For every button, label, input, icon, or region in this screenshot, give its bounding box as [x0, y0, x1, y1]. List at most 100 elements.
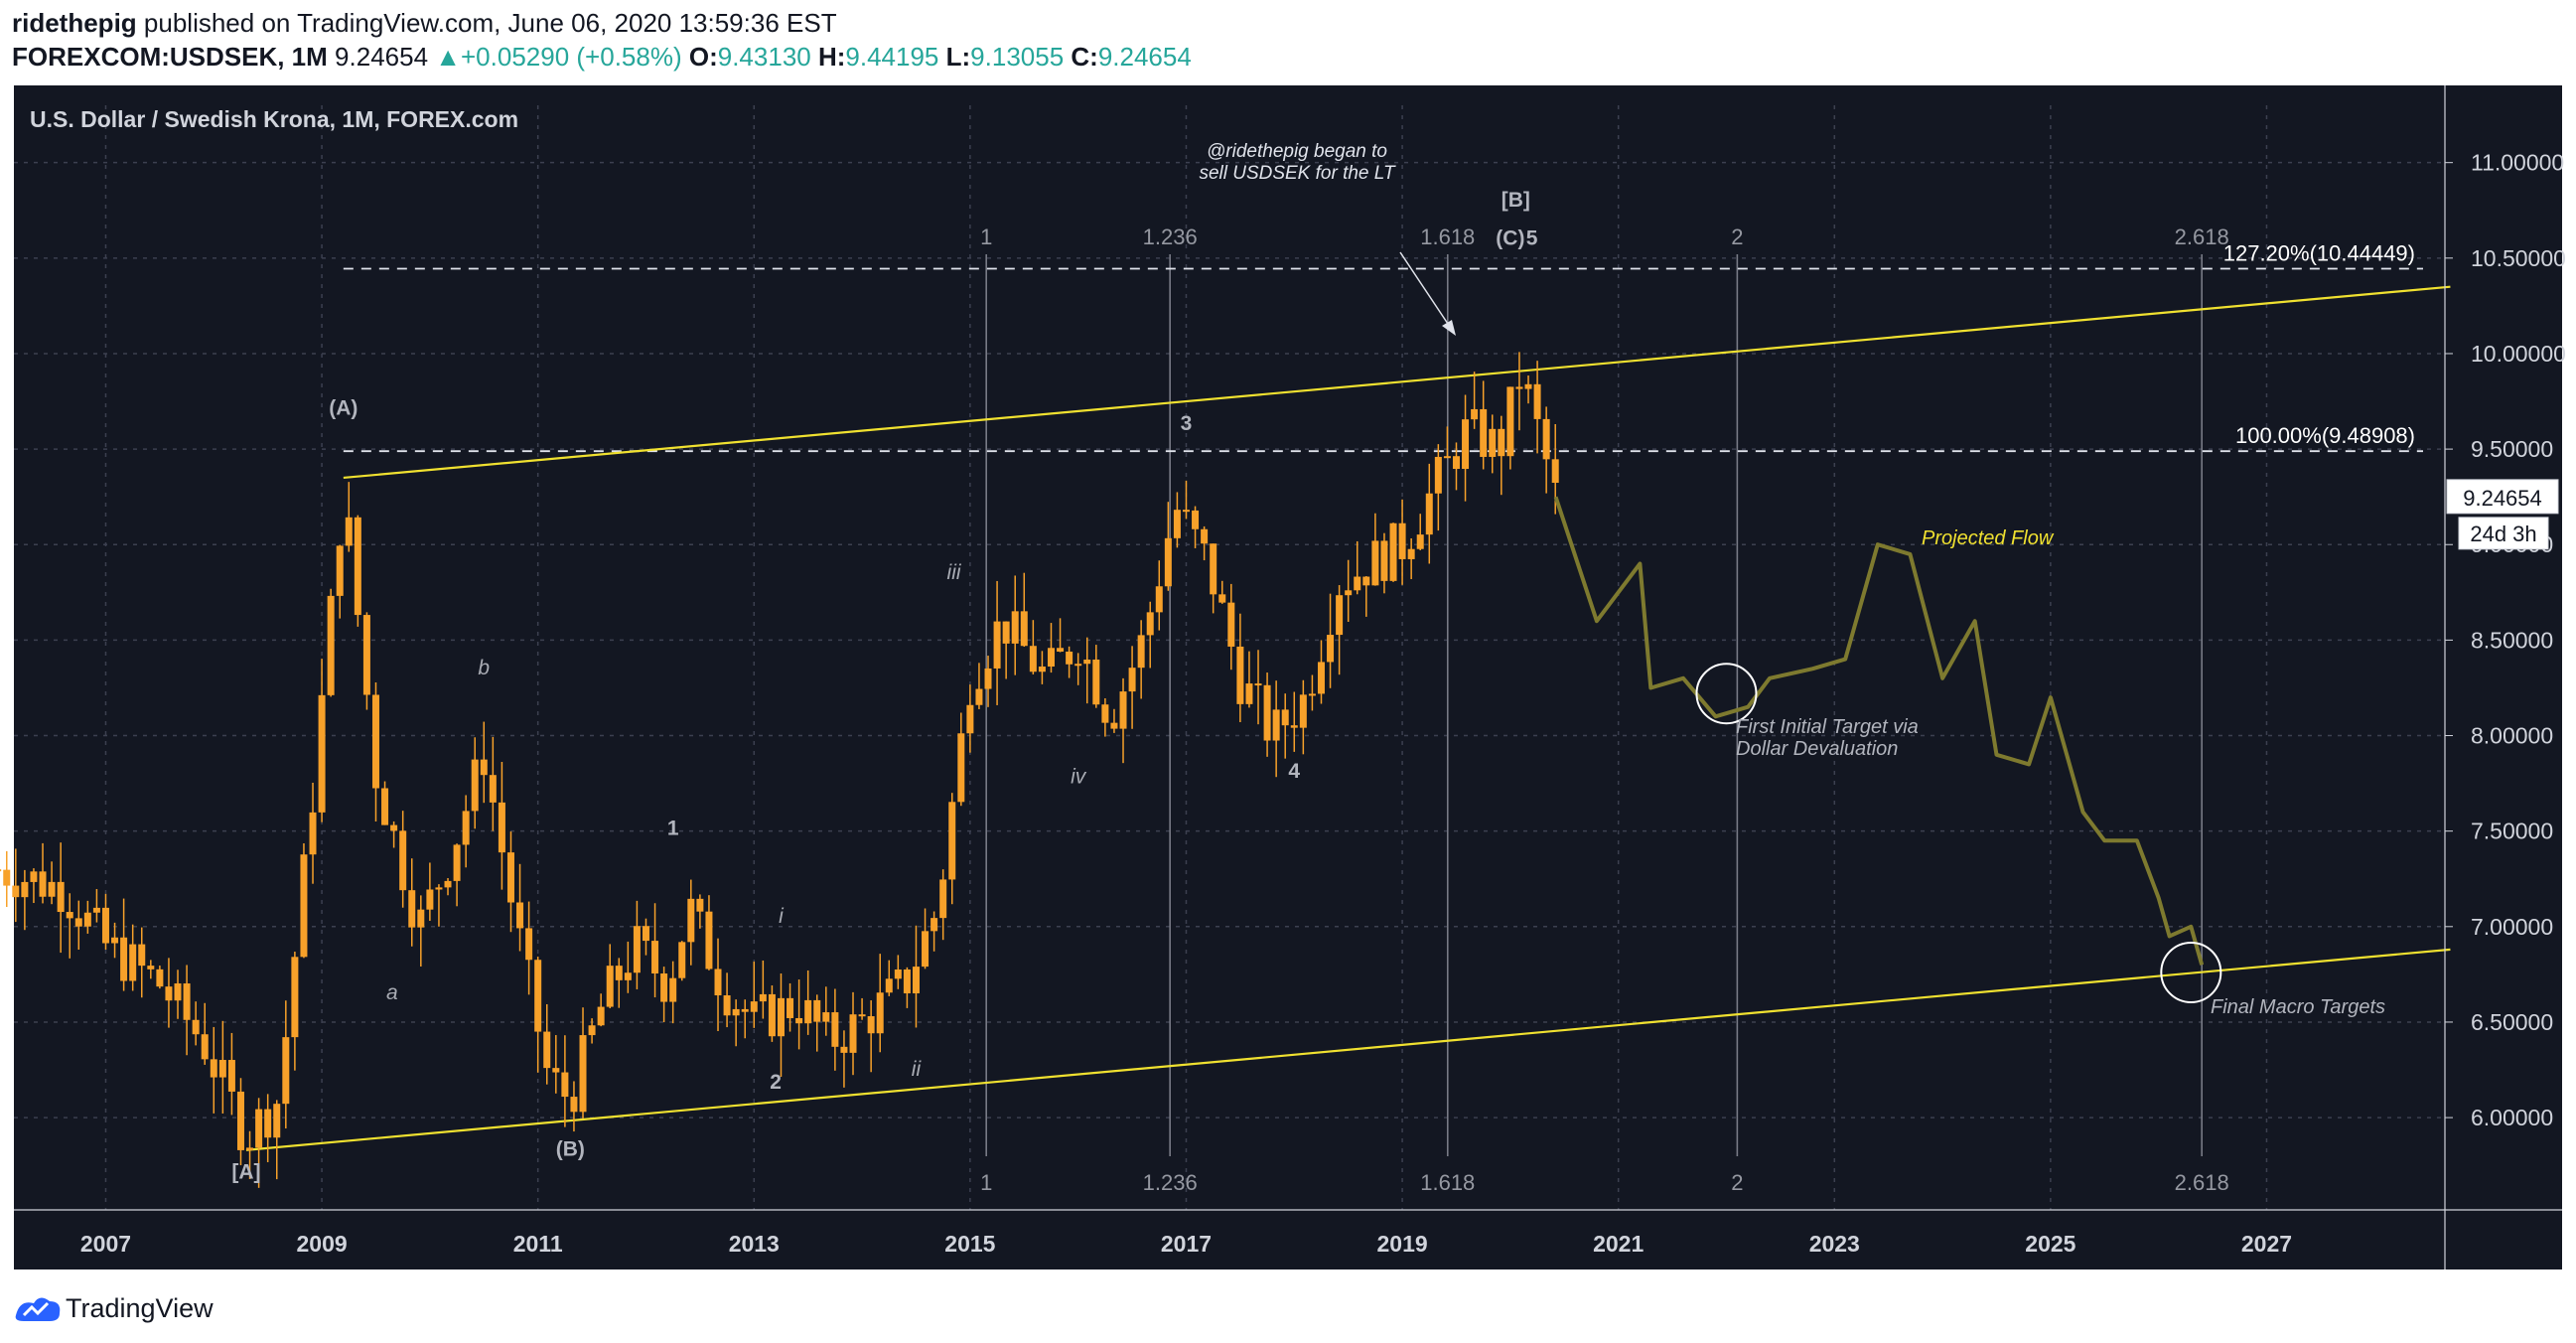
candle-body — [129, 944, 137, 981]
candle-body — [1489, 428, 1497, 457]
candle-body — [579, 1035, 587, 1113]
candle-body — [885, 978, 893, 993]
y-tick-label: 8.50000 — [2471, 627, 2553, 653]
annotation-final-target: Final Macro Targets — [2211, 996, 2385, 1018]
candle-body — [858, 1014, 866, 1017]
candle-body — [1272, 709, 1280, 741]
candle-body — [543, 1031, 551, 1069]
wave-label: ii — [912, 1058, 923, 1081]
candle-body — [570, 1097, 578, 1113]
fib-time-label-bottom: 2 — [1731, 1170, 1743, 1195]
candle-body — [768, 993, 776, 1037]
candle-body — [345, 517, 353, 546]
candle-body — [30, 871, 38, 882]
wave-label: 2 — [770, 1071, 782, 1094]
wave-label: (C) — [1496, 226, 1524, 249]
candle-body — [993, 621, 1001, 669]
candle-body — [903, 969, 911, 994]
candle-body — [930, 918, 938, 932]
open-label: O: — [688, 42, 718, 72]
price-chart[interactable]: 1 1 1.236 1.236 1.618 1.618 2 2 2.618 2.618 127.2… — [0, 85, 2576, 1269]
candle-body — [462, 811, 470, 845]
x-tick-label: 2011 — [513, 1231, 563, 1257]
candle-body — [813, 999, 821, 1022]
candle-body — [444, 880, 452, 888]
candle-body — [138, 944, 146, 967]
wave-label: (A) — [329, 396, 358, 419]
x-tick-label: 2009 — [296, 1231, 347, 1257]
candle-body — [1327, 635, 1335, 663]
tradingview-logo-icon[interactable] — [12, 1291, 64, 1325]
high-value: 9.44195 — [845, 42, 939, 72]
wave-label: iii — [947, 561, 962, 584]
candle-body — [1011, 611, 1019, 644]
candle-body — [1551, 459, 1559, 484]
candle-body — [741, 1008, 749, 1012]
candle-body — [327, 595, 335, 695]
fib-time-label-top: 2.618 — [2175, 224, 2229, 249]
candle-body — [1146, 612, 1154, 636]
candle-body — [1110, 722, 1118, 729]
candle-body — [525, 928, 533, 961]
wave-label: 5 — [1526, 226, 1538, 249]
candle-body — [1462, 419, 1470, 470]
candle-body — [1506, 386, 1514, 457]
footer-brand[interactable]: TradingView — [66, 1293, 214, 1323]
y-tick-label: 10.50000 — [2471, 245, 2566, 271]
candle-body — [1407, 548, 1415, 559]
y-tick-label: 7.00000 — [2471, 914, 2553, 940]
wave-label: 3 — [1181, 412, 1193, 435]
candle-body — [120, 937, 128, 981]
candle-body — [92, 907, 100, 913]
candle-body — [435, 887, 443, 890]
fib-time-layer: 1 1 1.236 1.236 1.618 1.618 2 2 2.618 2.618 — [980, 224, 2229, 1195]
candle-body — [705, 911, 713, 970]
candle-body — [1029, 646, 1037, 672]
candle-body — [1020, 611, 1028, 647]
candle-body — [642, 926, 649, 942]
x-tick-label: 2017 — [1161, 1231, 1212, 1257]
candle-body — [1480, 408, 1488, 457]
candle-body — [894, 969, 902, 979]
candles-layer — [0, 352, 1559, 1188]
change-value: +0.05290 (+0.58%) — [461, 42, 682, 72]
candle-body — [1182, 510, 1190, 513]
candle-body — [597, 1006, 605, 1026]
wave-label: a — [386, 981, 398, 1004]
candle-body — [948, 802, 956, 880]
candle-body — [1371, 540, 1379, 586]
candle-body — [633, 926, 641, 973]
candle-body — [291, 957, 299, 1038]
candle-body — [1155, 586, 1163, 613]
candle-body — [480, 759, 488, 776]
wave-label: i — [779, 905, 785, 928]
low-value: 9.13055 — [970, 42, 1065, 72]
candle-body — [1047, 648, 1055, 668]
candle-body — [1533, 383, 1541, 419]
wave-label: 4 — [1288, 760, 1300, 783]
candle-body — [282, 1037, 290, 1105]
publish-line: ridethepig published on TradingView.com,… — [12, 8, 837, 39]
candle-body — [236, 1091, 244, 1150]
candle-body — [1236, 646, 1244, 704]
candle-body — [1137, 635, 1145, 669]
candle-body — [1263, 684, 1271, 741]
low-label: L: — [945, 42, 971, 72]
last-price: 9.24654 — [335, 42, 429, 72]
candle-body — [1128, 668, 1136, 692]
candle-body — [714, 969, 722, 996]
x-tick-label: 2019 — [1376, 1231, 1427, 1257]
target-circle — [1695, 663, 1758, 725]
candle-body — [1002, 621, 1010, 644]
candle-body — [1101, 704, 1109, 723]
candle-body — [453, 844, 461, 881]
candle-body — [192, 1019, 200, 1035]
candle-body — [777, 997, 785, 1037]
fib-time-label-bottom: 1 — [980, 1170, 992, 1195]
wave-label: iv — [1071, 766, 1087, 789]
candle-body — [336, 545, 344, 596]
candle-body — [1201, 528, 1209, 544]
author-name[interactable]: ridethepig — [12, 8, 137, 38]
candle-body — [867, 1016, 875, 1034]
countdown-badge-text: 24d 3h — [2470, 522, 2536, 546]
